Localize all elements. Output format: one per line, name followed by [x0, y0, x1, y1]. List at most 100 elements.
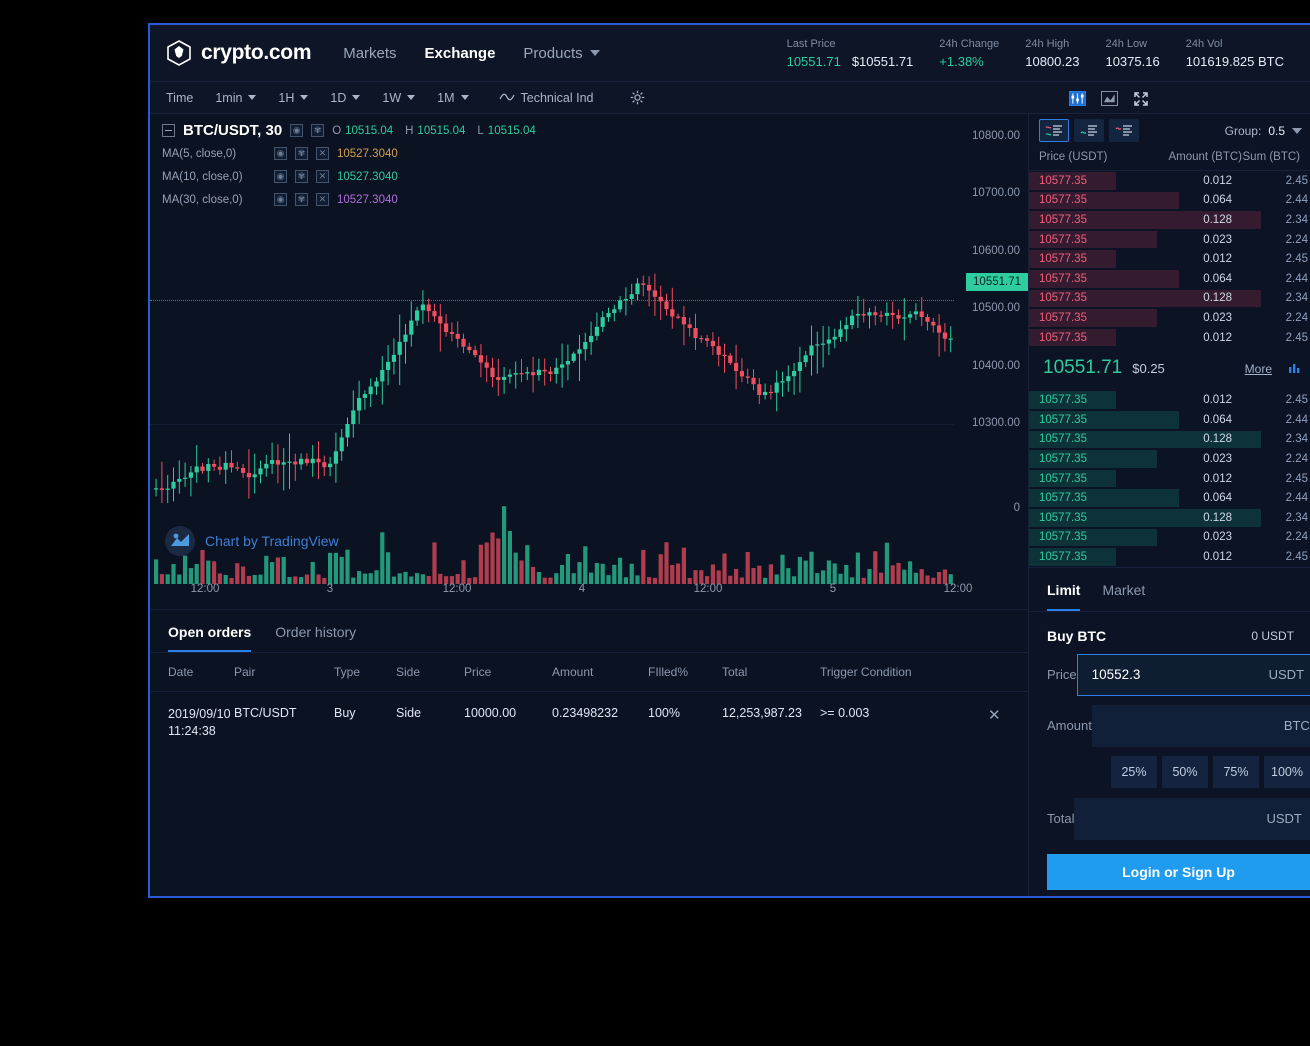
orderbook-row[interactable]: 10577.35 0.023 2.24	[1029, 528, 1310, 548]
settings-icon[interactable]: ✾	[295, 170, 308, 183]
group-selector[interactable]: Group: 0.5	[1225, 124, 1302, 138]
toolbar-interval-1h-label: 1H	[278, 90, 295, 105]
x-tick-3: 4	[578, 583, 586, 595]
toolbar-technical-indicator-label: Technical Ind	[520, 90, 594, 105]
orderbook-row[interactable]: 10577.35 0.128 2.34	[1029, 508, 1310, 528]
fullscreen-icon[interactable]	[1127, 87, 1155, 111]
total-field-row: Total USDT	[1029, 797, 1310, 840]
chart-gridline	[150, 424, 954, 425]
orderbook-row[interactable]: 10577.35 0.064 2.44	[1029, 191, 1310, 211]
settings-icon[interactable]: ✾	[295, 193, 308, 206]
bids-only-icon[interactable]	[1074, 119, 1104, 142]
col-price: Price	[464, 665, 492, 679]
depth-bar	[1029, 528, 1157, 547]
percent-75-button[interactable]: 75%	[1213, 755, 1259, 788]
tab-market[interactable]: Market	[1102, 582, 1145, 611]
percent-50-button[interactable]: 50%	[1162, 755, 1208, 788]
orderbook-row[interactable]: 10577.35 0.128 2.34	[1029, 430, 1310, 450]
toolbar-interval-1m[interactable]: 1M	[437, 91, 469, 105]
orderbook-row[interactable]: 10577.35 0.012 2.45	[1029, 390, 1310, 410]
orderbook-sum: 2.24	[1285, 233, 1308, 246]
settings-icon[interactable]: ✾	[311, 124, 325, 137]
amount-input[interactable]	[1106, 718, 1284, 734]
percent-25-button[interactable]: 25%	[1111, 755, 1157, 788]
nav-link-products[interactable]: Products	[523, 45, 600, 62]
ticker-24h-vol-value: 101619.825 BTC	[1185, 53, 1284, 69]
collapse-icon[interactable]	[162, 124, 175, 137]
depth-bar	[1029, 269, 1179, 288]
orderbook-row[interactable]: 10577.35 0.012 2.45	[1029, 469, 1310, 489]
cancel-order-close-icon[interactable]: ✕	[988, 707, 1001, 724]
orderbook-row[interactable]: 10577.35 0.012 2.45	[1029, 328, 1310, 348]
close-icon[interactable]: ✕	[316, 147, 329, 160]
amount-input-wrapper[interactable]: BTC	[1091, 704, 1310, 747]
asks-only-icon[interactable]	[1109, 119, 1139, 142]
orderbook-price: 10577.35	[1039, 272, 1087, 285]
both-sides-icon[interactable]	[1039, 119, 1069, 142]
y-tick-2: 10600.00	[972, 245, 1020, 257]
bars-icon[interactable]	[1289, 360, 1300, 378]
visibility-icon[interactable]: ◉	[274, 170, 287, 183]
orderbook-row[interactable]: 10577.35 0.023 2.24	[1029, 230, 1310, 250]
col-pair: Pair	[234, 665, 256, 679]
total-input-wrapper[interactable]: USDT	[1074, 797, 1310, 840]
percent-100-button[interactable]: 100%	[1264, 755, 1310, 788]
tab-order-history[interactable]: Order history	[275, 624, 356, 652]
orderbook-row[interactable]: 10577.35 0.012 2.45	[1029, 171, 1310, 191]
total-input[interactable]	[1089, 811, 1267, 827]
percent-buttons: 25% 50% 75% 100%	[1029, 755, 1310, 788]
orderbook-price: 10577.35	[1039, 331, 1087, 344]
login-or-signup-button[interactable]: Login or Sign Up	[1047, 853, 1310, 890]
orderbook-sum: 2.24	[1285, 452, 1308, 465]
indicators-icon[interactable]	[1063, 87, 1091, 111]
toolbar-interval-1d[interactable]: 1D	[330, 91, 361, 105]
visibility-icon[interactable]: ◉	[274, 193, 287, 206]
toolbar-interval-1w[interactable]: 1W	[382, 91, 416, 105]
price-input[interactable]	[1091, 667, 1269, 683]
depth-bar	[1029, 250, 1116, 268]
brand-logo[interactable]: crypto.com	[166, 40, 312, 66]
chart-toolbar: Time 1min 1H 1D 1W 1M Technical Ind	[150, 81, 1310, 114]
visibility-icon[interactable]: ◉	[290, 124, 304, 137]
gear-icon[interactable]	[629, 89, 646, 106]
toolbar-technical-indicator[interactable]: Technical Ind	[498, 90, 594, 105]
settings-icon[interactable]: ✾	[295, 147, 308, 160]
tab-limit[interactable]: Limit	[1047, 582, 1081, 611]
table-row[interactable]: 2019/09/10 11:24:38 BTC/USDT Buy Side 10…	[150, 692, 1028, 754]
depth-bar	[1029, 211, 1261, 229]
orderbook-sum: 2.44	[1285, 194, 1308, 207]
visibility-icon[interactable]: ◉	[274, 147, 287, 160]
nav-link-exchange-label: Exchange	[424, 44, 496, 62]
orderbook-row[interactable]: 10577.35 0.128 2.34	[1029, 210, 1310, 230]
ticker-24h-low: 24h Low 10375.16	[1105, 38, 1159, 69]
tradingview-watermark: Chart by TradingView	[164, 525, 339, 557]
depth-bar	[1029, 289, 1261, 308]
toolbar-interval-1h[interactable]: 1H	[278, 90, 309, 105]
orderbook-row[interactable]: 10577.35 0.128 2.34	[1029, 289, 1310, 309]
orderbook-row[interactable]: 10577.35 0.012 2.45	[1029, 547, 1310, 567]
depth-bar	[1029, 450, 1157, 468]
close-icon[interactable]: ✕	[316, 170, 329, 183]
orderbook-row[interactable]: 10577.35 0.064 2.44	[1029, 488, 1310, 508]
price-unit: USDT	[1268, 667, 1305, 683]
price-chart[interactable]: BTC/USDT, 30 ◉ ✾ O 10515.04 H 10515.04 L…	[150, 114, 1028, 609]
trade-balance: 0 USDT	[1251, 628, 1294, 643]
price-input-wrapper[interactable]: USDT	[1076, 653, 1310, 696]
snapshot-icon[interactable]	[1095, 87, 1123, 111]
toolbar-interval-1min[interactable]: 1min	[215, 91, 257, 105]
more-link[interactable]: More	[1244, 362, 1272, 377]
orderbook-row[interactable]: 10577.35 0.023 2.24	[1029, 308, 1310, 328]
orderbook-row[interactable]: 10577.35 0.064 2.44	[1029, 410, 1310, 430]
chart-legend: BTC/USDT, 30 ◉ ✾ O 10515.04 H 10515.04 L…	[162, 122, 536, 214]
orderbook-row[interactable]: 10577.35 0.023 2.24	[1029, 449, 1310, 469]
orderbook-amount: 0.012	[1203, 253, 1232, 266]
toolbar-time[interactable]: Time	[166, 91, 193, 105]
orderbook-row[interactable]: 10577.35 0.012 2.45	[1029, 249, 1310, 269]
nav-link-markets[interactable]: Markets	[343, 45, 396, 62]
orderbook-amount: 0.128	[1203, 213, 1232, 226]
close-icon[interactable]: ✕	[316, 193, 329, 206]
nav-links: Markets Exchange Products	[343, 45, 600, 62]
orderbook-row[interactable]: 10577.35 0.064 2.44	[1029, 269, 1310, 289]
tab-open-orders[interactable]: Open orders	[168, 624, 252, 652]
nav-link-exchange[interactable]: Exchange	[425, 45, 496, 62]
